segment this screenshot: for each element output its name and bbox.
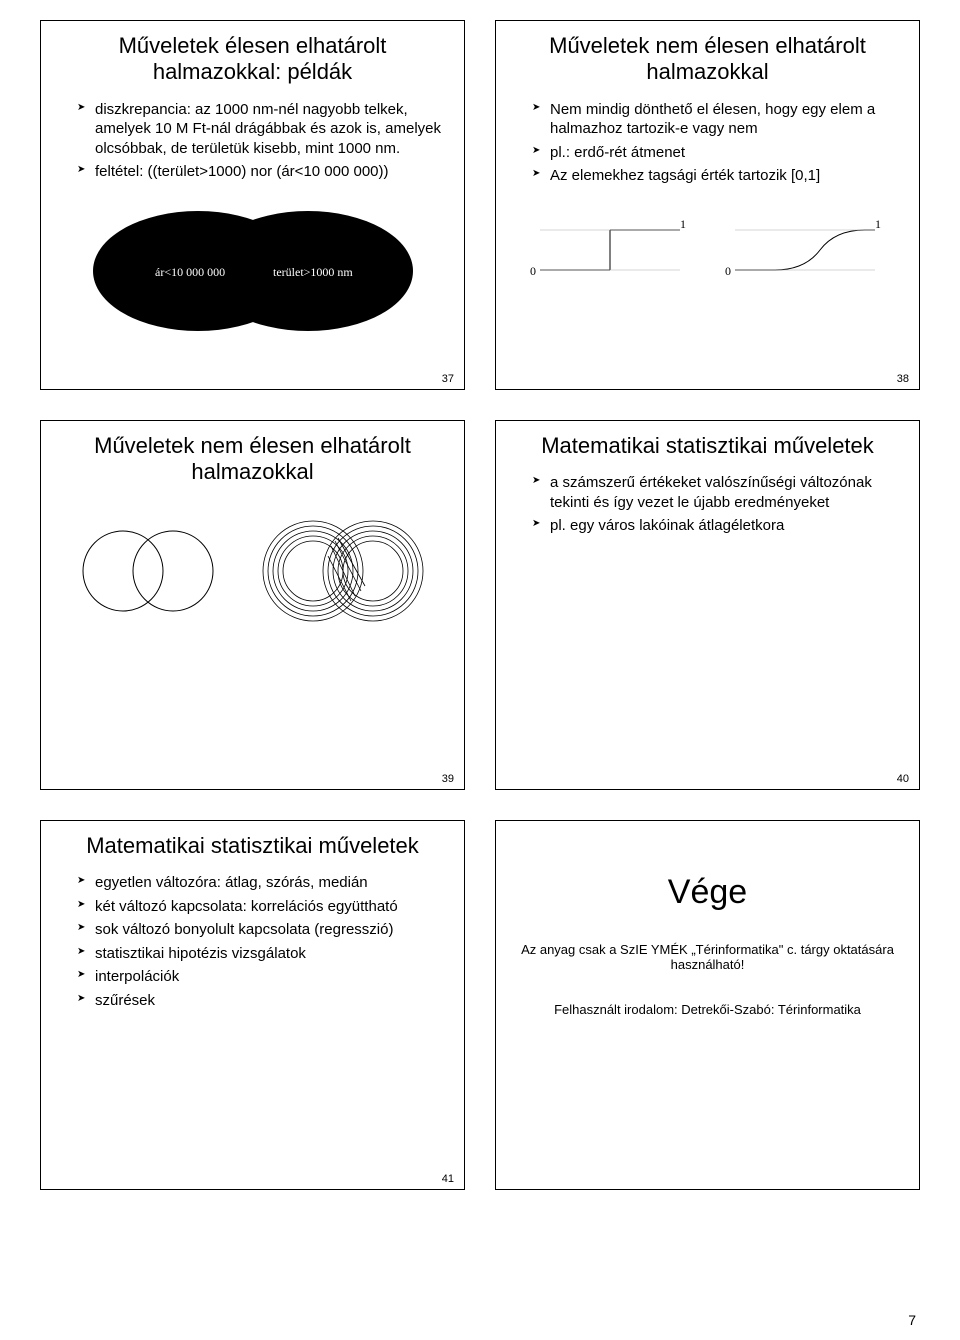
slide-number: 39 bbox=[442, 773, 454, 785]
label-zero: 0 bbox=[725, 264, 731, 278]
reference-text: Felhasznált irodalom: Detrekői-Szabó: Té… bbox=[512, 1002, 903, 1017]
slide-title: Műveletek élesen elhatárolt halmazokkal:… bbox=[57, 33, 448, 86]
slide-37: Műveletek élesen elhatárolt halmazokkal:… bbox=[40, 20, 465, 390]
venn-left-label: ár<10 000 000 bbox=[155, 265, 225, 279]
label-one: 1 bbox=[680, 217, 686, 231]
slide-title: Műveletek nem élesen elhatárolt halmazok… bbox=[512, 33, 903, 86]
slide-41: Matematikai statisztikai műveletek egyet… bbox=[40, 820, 465, 1190]
bullet-list: Nem mindig dönthető el élesen, hogy egy … bbox=[512, 100, 903, 190]
slide-grid: Műveletek élesen elhatárolt halmazokkal:… bbox=[40, 20, 920, 1190]
slide-number: 37 bbox=[442, 373, 454, 385]
slide-number: 41 bbox=[442, 1173, 454, 1185]
slide-number: 40 bbox=[897, 773, 909, 785]
slide-number: 38 bbox=[897, 373, 909, 385]
bullet-item: sok változó bonyolult kapcsolata (regres… bbox=[81, 920, 448, 940]
bullet-item: két változó kapcsolata: korrelációs együ… bbox=[81, 897, 448, 917]
fuzzy-circles bbox=[253, 516, 433, 626]
slide-end: Vége Az anyag csak a SzIE YMÉK „Térinfor… bbox=[495, 820, 920, 1190]
bullet-item: a számszerű értékeket valószínűségi vált… bbox=[536, 473, 903, 512]
label-zero: 0 bbox=[530, 264, 536, 278]
usage-note: Az anyag csak a SzIE YMÉK „Térinformatik… bbox=[512, 942, 903, 972]
page-number: 7 bbox=[908, 1312, 916, 1328]
title-text: Matematikai statisztikai műveletek bbox=[86, 833, 419, 858]
label-one: 1 bbox=[875, 217, 881, 231]
venn-diagram: ár<10 000 000 terület>1000 nm bbox=[57, 196, 448, 346]
end-title: Vége bbox=[512, 873, 903, 912]
title-text: Matematikai statisztikai műveletek bbox=[541, 433, 874, 458]
bullet-list: diszkrepancia: az 1000 nm-nél nagyobb te… bbox=[57, 100, 448, 186]
step-function-graph: 1 0 bbox=[530, 210, 690, 290]
slide-title: Matematikai statisztikai műveletek bbox=[57, 833, 448, 859]
slide-39: Műveletek nem élesen elhatárolt halmazok… bbox=[40, 420, 465, 790]
membership-graphs: 1 0 1 0 bbox=[512, 210, 903, 290]
sigmoid-graph: 1 0 bbox=[725, 210, 885, 290]
bullet-item: statisztikai hipotézis vizsgálatok bbox=[81, 944, 448, 964]
slide-40: Matematikai statisztikai műveletek a szá… bbox=[495, 420, 920, 790]
fuzzy-venn-diagram bbox=[73, 516, 433, 626]
crisp-circles bbox=[73, 516, 223, 626]
bullet-item: pl. egy város lakóinak átlagéletkora bbox=[536, 516, 903, 536]
bullet-list: egyetlen változóra: átlag, szórás, mediá… bbox=[57, 873, 448, 1014]
venn-right-label: terület>1000 nm bbox=[273, 265, 353, 279]
bullet-item: pl.: erdő-rét átmenet bbox=[536, 143, 903, 163]
bullet-item: diszkrepancia: az 1000 nm-nél nagyobb te… bbox=[81, 100, 448, 159]
bullet-item: egyetlen változóra: átlag, szórás, mediá… bbox=[81, 873, 448, 893]
bullet-list: a számszerű értékeket valószínűségi vált… bbox=[512, 473, 903, 540]
bullet-item: feltétel: ((terület>1000) nor (ár<10 000… bbox=[81, 162, 448, 182]
bullet-item: szűrések bbox=[81, 991, 448, 1011]
bullet-item: Az elemekhez tagsági érték tartozik [0,1… bbox=[536, 166, 903, 186]
slide-title: Műveletek nem élesen elhatárolt halmazok… bbox=[57, 433, 448, 486]
slide-38: Műveletek nem élesen elhatárolt halmazok… bbox=[495, 20, 920, 390]
bullet-item: Nem mindig dönthető el élesen, hogy egy … bbox=[536, 100, 903, 139]
slide-title: Matematikai statisztikai műveletek bbox=[512, 433, 903, 459]
bullet-item: interpolációk bbox=[81, 967, 448, 987]
